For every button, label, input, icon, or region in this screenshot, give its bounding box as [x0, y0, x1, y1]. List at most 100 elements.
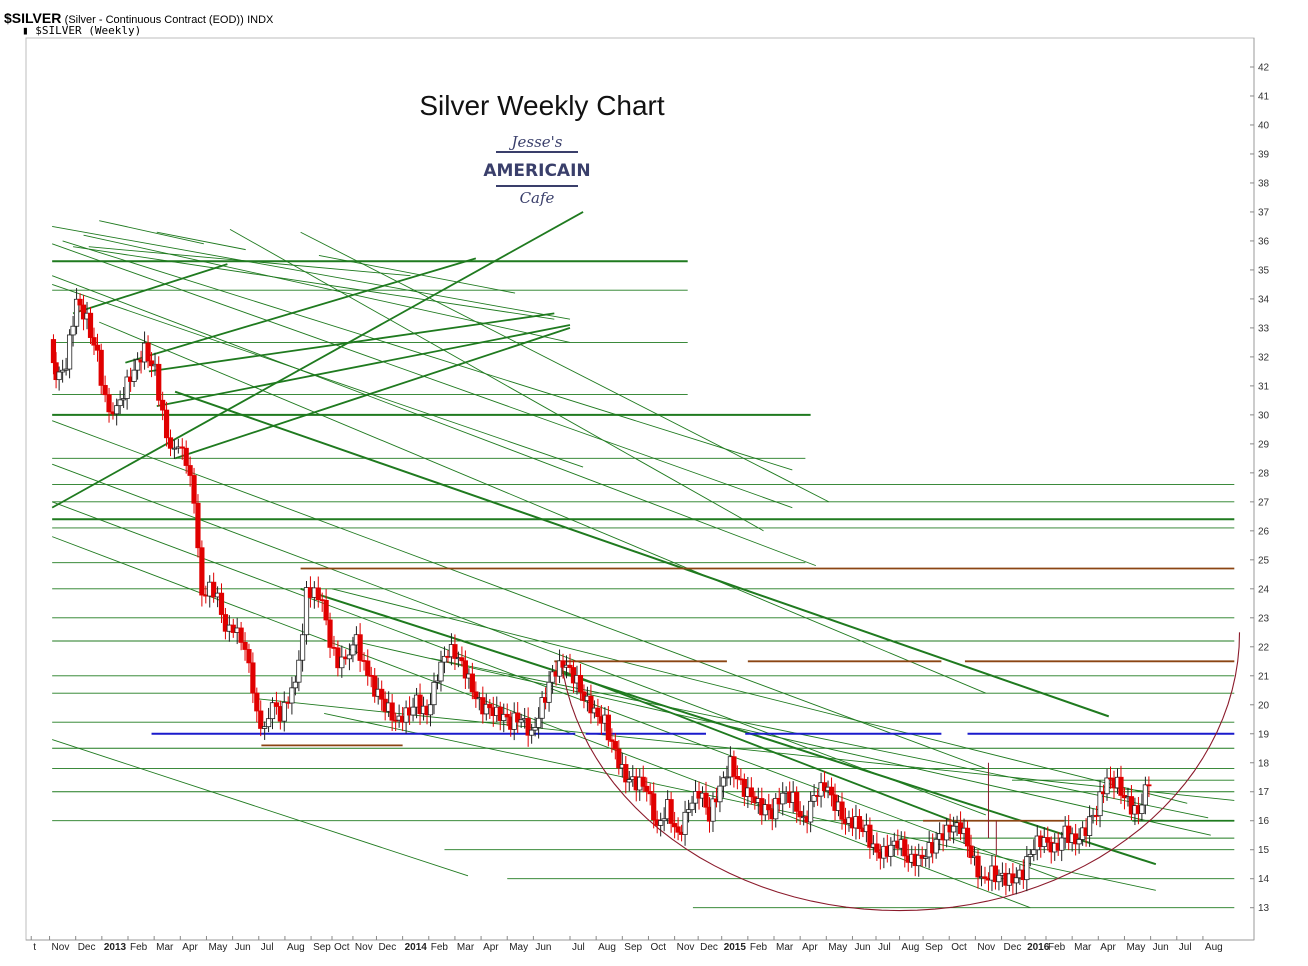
y-tick-label: 38 — [1258, 178, 1270, 189]
y-tick-label: 36 — [1258, 236, 1270, 247]
candle-down — [473, 691, 479, 700]
candle-up — [131, 369, 137, 382]
candle-down — [102, 384, 108, 396]
candle-down — [992, 865, 999, 883]
candle-up — [339, 656, 345, 669]
candle-down — [372, 675, 378, 697]
y-tick-label: 16 — [1258, 816, 1270, 827]
candle-down — [163, 409, 170, 439]
thin-trend-line — [99, 321, 987, 694]
thin-trend-line — [431, 657, 1209, 819]
candle-up — [1027, 853, 1033, 858]
candle-down — [525, 718, 531, 736]
candle-up — [350, 644, 356, 656]
candle-up — [1013, 877, 1019, 884]
candle-up — [518, 719, 524, 723]
candle-down — [1045, 837, 1051, 843]
key-trend-lines — [51, 211, 1235, 866]
thin-trend-line — [51, 275, 817, 567]
candle-up — [1142, 784, 1148, 806]
candle-up — [346, 654, 353, 660]
candle-up — [60, 369, 66, 373]
x-tick-label: Sep — [624, 942, 642, 953]
candle-down — [327, 619, 333, 648]
candle-down — [577, 674, 584, 693]
candle-up — [434, 680, 441, 683]
y-tick-label: 21 — [1258, 671, 1270, 682]
candle-down — [867, 824, 873, 848]
candle-down — [379, 688, 385, 700]
x-tick-label: Jun — [854, 942, 870, 953]
x-tick-label: t — [33, 942, 36, 953]
candle-down — [87, 312, 94, 338]
x-tick-label: Jul — [261, 942, 274, 953]
candle-down — [195, 502, 201, 549]
candle-up — [296, 659, 302, 683]
candle-up — [56, 371, 62, 381]
candle-up — [265, 718, 272, 728]
candle-up — [299, 634, 306, 661]
candle-up — [546, 681, 552, 703]
candle-down — [199, 547, 205, 596]
y-tick-label: 29 — [1258, 439, 1270, 450]
thin-trend-line — [51, 463, 987, 816]
candle-down — [389, 702, 395, 721]
candle-up — [431, 681, 437, 706]
x-tick-label: Jul — [572, 942, 585, 953]
x-tick-label: Mar — [457, 942, 475, 953]
y-tick-label: 24 — [1258, 584, 1270, 595]
candle-down — [238, 627, 244, 643]
candle-down — [148, 360, 155, 367]
candle-down — [167, 437, 174, 449]
candle-down — [1146, 784, 1152, 787]
candle-down — [766, 804, 772, 811]
x-tick-label: Oct — [951, 942, 967, 953]
candle-up — [658, 820, 664, 826]
y-tick-label: 15 — [1258, 845, 1270, 856]
x-tick-label: 2013 — [104, 942, 127, 953]
candle-up — [996, 874, 1002, 883]
candle-down — [462, 660, 468, 679]
candle-up — [427, 704, 434, 716]
x-tick-label: May — [828, 942, 847, 953]
candle-down — [1073, 833, 1079, 845]
candle-down — [250, 662, 256, 694]
candle-down — [964, 827, 971, 847]
candle-down — [487, 703, 493, 709]
y-tick-label: 37 — [1258, 207, 1270, 218]
candle-up — [438, 661, 444, 682]
thin-trend-line — [324, 713, 1156, 891]
candle-down — [469, 673, 475, 693]
candle-down — [242, 642, 248, 650]
chart-header: $SILVER (Silver - Continuous Contract (E… — [4, 10, 273, 26]
candle-down — [218, 592, 225, 615]
y-tick-label: 31 — [1258, 381, 1270, 392]
y-tick-label: 34 — [1258, 294, 1270, 305]
thin-trend-line — [62, 240, 793, 471]
y-tick-label: 13 — [1258, 903, 1270, 914]
candle-down — [605, 714, 611, 741]
x-tick-label: 2016 — [1027, 942, 1050, 953]
candle-down — [672, 823, 678, 828]
candle-down — [50, 339, 57, 364]
candle-down — [179, 446, 185, 449]
candle-down — [515, 712, 521, 723]
candle-down — [902, 839, 908, 857]
thin-trend-line — [300, 231, 830, 503]
x-tick-label: Nov — [677, 942, 695, 953]
candle-down — [91, 337, 97, 346]
candle-down — [1118, 776, 1124, 796]
candle-down — [647, 791, 653, 795]
candle-up — [710, 798, 716, 822]
cafe-logo: Jesse's AMERICAIN Cafe — [483, 133, 590, 207]
x-tick-label: Apr — [802, 942, 818, 953]
symbol-label: $SILVER — [4, 10, 62, 26]
candle-up — [410, 706, 416, 716]
exchange-label: INDX — [247, 14, 274, 26]
candle-up — [303, 587, 310, 636]
y-tick-label: 35 — [1258, 265, 1270, 276]
x-tick-label: Jun — [535, 942, 551, 953]
series-legend: ▮ $SILVER (Weekly) — [22, 24, 141, 37]
